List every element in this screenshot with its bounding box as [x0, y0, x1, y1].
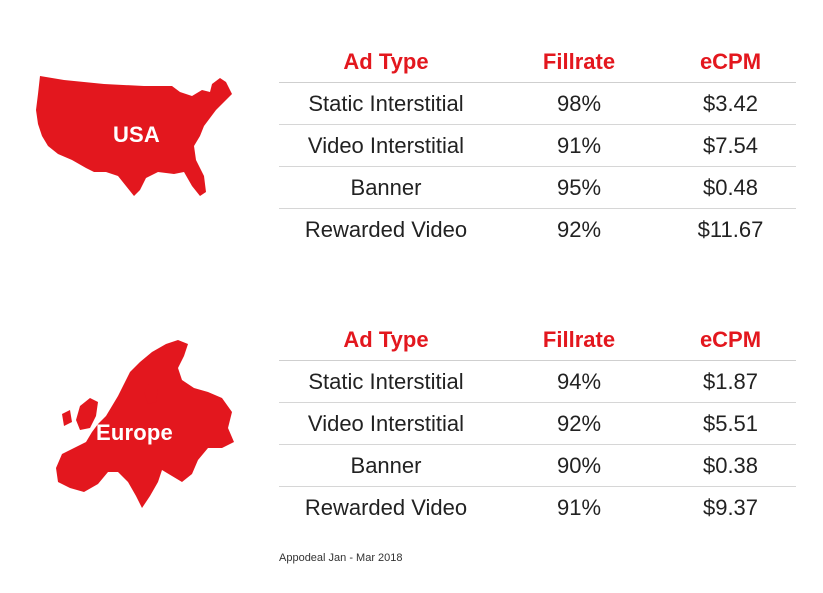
usa-label: USA	[112, 122, 161, 147]
europe-label: Europe	[96, 420, 173, 445]
europe-section: Europe Ad Type Fillrate eCPM Static Inte…	[0, 290, 823, 540]
cell-ecpm: $0.38	[665, 444, 796, 487]
column-header-fillrate: Fillrate	[493, 42, 665, 83]
table-row: Banner 90% $0.38	[279, 444, 796, 487]
table-row: Static Interstitial 98% $3.42	[279, 82, 796, 125]
table-row: Video Interstitial 92% $5.51	[279, 402, 796, 445]
cell-fillrate: 95%	[493, 166, 665, 209]
usa-table: Ad Type Fillrate eCPM Static Interstitia…	[279, 42, 796, 250]
table-row: Rewarded Video 91% $9.37	[279, 487, 796, 529]
table-row: Static Interstitial 94% $1.87	[279, 360, 796, 403]
column-header-ad-type: Ad Type	[279, 42, 493, 83]
table-row: Banner 95% $0.48	[279, 166, 796, 209]
usa-map-icon: USA	[34, 74, 239, 206]
cell-ecpm: $11.67	[697, 216, 764, 242]
cell-ecpm: $3.42	[665, 82, 796, 125]
cell-fillrate: 94%	[493, 360, 665, 403]
cell-fillrate: 90%	[493, 444, 665, 487]
cell-ad-type: Banner	[279, 166, 493, 209]
cell-ad-type: Video Interstitial	[279, 402, 493, 445]
table-row: Rewarded Video 92% $11.67	[279, 209, 796, 251]
cell-ad-type: Video Interstitial	[279, 124, 493, 167]
cell-fillrate: 91%	[493, 124, 665, 167]
cell-ecpm: $1.87	[665, 360, 796, 403]
cell-fillrate: 91%	[556, 494, 602, 520]
source-note: Appodeal Jan - Mar 2018	[279, 552, 403, 564]
cell-ad-type: Rewarded Video	[304, 216, 468, 242]
cell-fillrate: 92%	[556, 216, 602, 242]
column-header-ecpm: eCPM	[665, 320, 796, 361]
cell-ad-type: Rewarded Video	[304, 494, 468, 520]
cell-ecpm: $7.54	[665, 124, 796, 167]
europe-table: Ad Type Fillrate eCPM Static Interstitia…	[279, 320, 796, 528]
cell-ecpm: $5.51	[665, 402, 796, 445]
cell-ad-type: Static Interstitial	[279, 360, 493, 403]
column-header-fillrate: Fillrate	[493, 320, 665, 361]
usa-section: USA Ad Type Fillrate eCPM Static Interst…	[0, 0, 823, 280]
cell-fillrate: 98%	[493, 82, 665, 125]
cell-ecpm: $0.48	[665, 166, 796, 209]
column-header-ad-type: Ad Type	[279, 320, 493, 361]
cell-fillrate: 92%	[493, 402, 665, 445]
table-header-row: Ad Type Fillrate eCPM	[279, 42, 796, 83]
cell-ecpm: $9.37	[702, 494, 759, 520]
cell-ad-type: Banner	[279, 444, 493, 487]
cell-ad-type: Static Interstitial	[279, 82, 493, 125]
table-row: Video Interstitial 91% $7.54	[279, 124, 796, 167]
europe-map-icon: Europe	[32, 332, 237, 512]
table-header-row: Ad Type Fillrate eCPM	[279, 320, 796, 361]
column-header-ecpm: eCPM	[665, 42, 796, 83]
